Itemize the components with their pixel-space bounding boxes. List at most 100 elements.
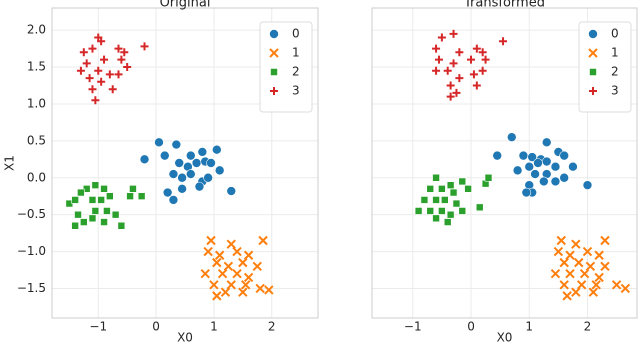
point (91, 207, 100, 215)
point (449, 59, 458, 68)
point (258, 235, 268, 246)
point (521, 187, 532, 198)
point (214, 165, 225, 176)
point (553, 246, 564, 257)
point (506, 132, 517, 142)
point (238, 287, 248, 297)
point (432, 66, 441, 75)
point (484, 173, 493, 182)
point (458, 177, 467, 186)
point (129, 185, 137, 193)
point (77, 188, 85, 197)
point (467, 55, 476, 64)
point (600, 235, 610, 246)
legend-label: 2 (292, 65, 300, 79)
point (478, 66, 487, 75)
plot-frame (371, 7, 638, 319)
legend-marker (589, 68, 597, 76)
y-tick-label: 2.0 (27, 23, 46, 37)
point (449, 188, 458, 197)
point (539, 176, 549, 187)
point (65, 199, 74, 208)
point (464, 185, 472, 193)
legend-marker (588, 48, 598, 58)
y-tick-label: −1.0 (17, 244, 46, 258)
point (620, 283, 631, 294)
point (206, 235, 216, 246)
point (550, 161, 561, 172)
legend-label: 1 (611, 46, 619, 60)
y-axis-label: X1 (3, 155, 17, 171)
point (123, 63, 132, 72)
point (472, 44, 481, 53)
point (576, 280, 587, 290)
point (177, 172, 187, 183)
point (458, 207, 467, 215)
point (452, 199, 461, 208)
point (475, 203, 484, 212)
point (200, 269, 210, 279)
point (432, 214, 440, 223)
point (550, 176, 561, 187)
point (530, 169, 540, 179)
point (414, 207, 423, 215)
point (194, 181, 205, 192)
point (185, 150, 196, 161)
legend-marker (588, 29, 598, 39)
point (533, 158, 543, 168)
point (562, 291, 572, 301)
legend-label: 3 (292, 84, 300, 98)
y-tick-label: −0.5 (17, 207, 46, 221)
point (226, 239, 236, 249)
point (140, 42, 149, 51)
point (209, 280, 219, 290)
point (443, 66, 452, 75)
chart-title: Transformed (463, 0, 545, 11)
point (88, 196, 97, 204)
point (594, 250, 604, 260)
point (446, 181, 455, 189)
point (212, 144, 222, 155)
point (449, 29, 458, 38)
chart-title: Original (160, 0, 211, 11)
point (594, 272, 604, 283)
x-tick-label: 2 (268, 320, 276, 334)
point (85, 74, 94, 83)
point (541, 137, 552, 148)
y-tick-label: 1.0 (27, 96, 46, 110)
point (79, 48, 88, 57)
point (472, 81, 481, 90)
point (455, 74, 464, 83)
point (434, 55, 443, 64)
point (162, 187, 173, 198)
point (94, 66, 103, 75)
point (100, 218, 108, 226)
legend-marker (589, 87, 597, 95)
point (106, 192, 114, 201)
y-tick-label: 1.5 (27, 60, 46, 74)
point (91, 96, 100, 105)
point (97, 77, 106, 86)
point (481, 55, 490, 64)
point (126, 192, 134, 201)
point (432, 44, 441, 53)
point (183, 161, 193, 172)
point (71, 221, 79, 230)
point (582, 180, 593, 190)
x-tick-label: 1 (525, 320, 533, 334)
point (114, 44, 123, 53)
x-tick-label: 2 (584, 320, 592, 334)
point (565, 269, 575, 279)
point (214, 250, 225, 260)
point (120, 48, 129, 57)
x-tick-label: −1 (404, 320, 422, 334)
x-axis-label: X0 (497, 331, 513, 345)
point (91, 181, 100, 189)
legend-marker (270, 68, 278, 76)
point (203, 246, 213, 257)
point (88, 85, 97, 94)
point (82, 59, 91, 68)
point (255, 283, 265, 294)
point (571, 239, 581, 249)
point (76, 66, 85, 75)
